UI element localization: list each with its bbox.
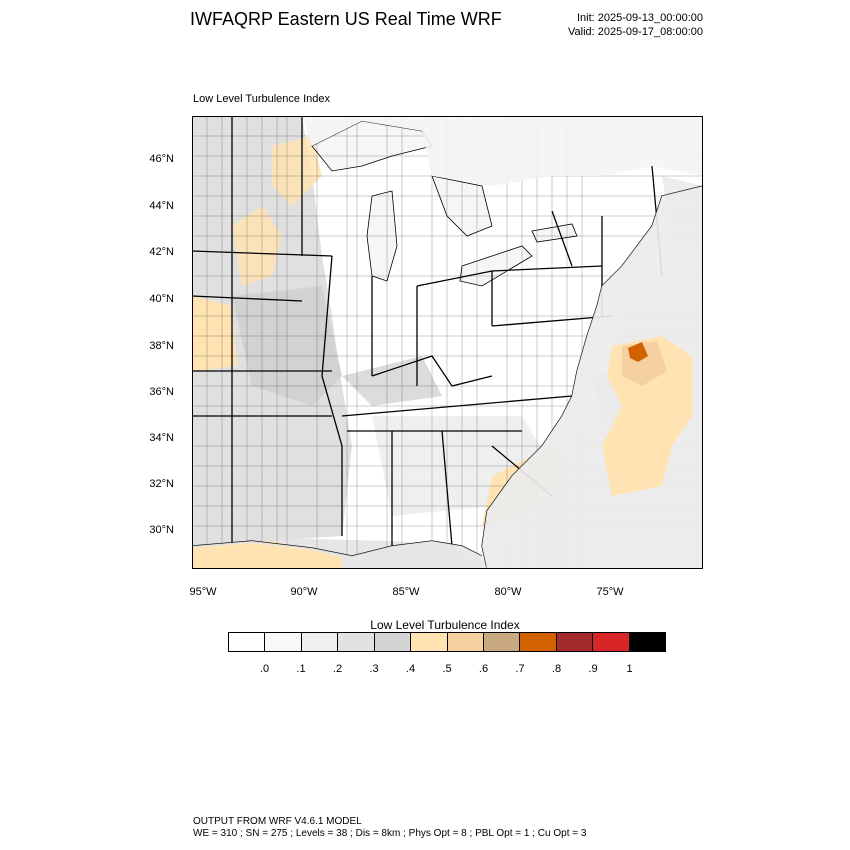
colorbar-title: Low Level Turbulence Index: [370, 618, 520, 632]
colorbar-swatch: [593, 633, 630, 651]
figure-title: IWFAQRP Eastern US Real Time WRF: [190, 9, 502, 29]
colorbar-swatch: [629, 633, 666, 651]
colorbar-label: .2: [332, 663, 343, 675]
lat-label-42: 42°N: [149, 246, 174, 258]
ocean-orange-top: [628, 342, 648, 362]
colorbar-swatch: [338, 633, 375, 651]
colorbar-swatch: [556, 633, 594, 651]
colorbar-label: .3: [369, 663, 379, 675]
colorbar-label: .8: [551, 663, 562, 675]
colorbar-label: .6: [478, 663, 489, 675]
plot-title: Low Level Turbulence Index: [193, 93, 330, 105]
wisconsin-peach: [272, 136, 322, 206]
lat-label-32: 32°N: [149, 478, 174, 490]
lon-label-75: 75°W: [596, 586, 624, 598]
colorbar-swatch: [447, 633, 484, 651]
colorbar-swatch: [229, 633, 266, 651]
map-frame: [192, 116, 703, 569]
colorbar: [228, 632, 666, 652]
canada-mask: [302, 116, 703, 186]
colorbar-label: .4: [405, 663, 416, 675]
footer-model: OUTPUT FROM WRF V4.6.1 MODEL: [193, 816, 362, 827]
init-time: Init: 2025-09-13_00:00:00: [577, 12, 703, 24]
map-svg: [192, 116, 703, 569]
colorbar-label: .9: [588, 663, 598, 675]
lat-label-44: 44°N: [149, 200, 174, 212]
lat-label-46: 46°N: [149, 153, 174, 165]
plains-peach-north: [232, 206, 282, 286]
colorbar-label: .0: [259, 663, 270, 675]
gulf-peach-top: [192, 543, 342, 569]
colorbar-swatch: [483, 633, 521, 651]
lat-label-34: 34°N: [149, 432, 174, 444]
lat-label-36: 36°N: [149, 386, 174, 398]
colorbar-swatch: [301, 633, 339, 651]
lat-label-38: 38°N: [149, 340, 174, 352]
colorbar-swatch: [265, 633, 302, 651]
colorbar-label: 1: [626, 663, 633, 675]
lon-label-95: 95°W: [189, 586, 217, 598]
colorbar-swatch: [520, 633, 557, 651]
colorbar-swatch: [411, 633, 448, 651]
lon-label-85: 85°W: [392, 586, 420, 598]
valid-time: Valid: 2025-09-17_08:00:00: [568, 26, 703, 38]
footer-config: WE = 310 ; SN = 275 ; Levels = 38 ; Dis …: [193, 828, 587, 839]
turbulence-map: [192, 116, 703, 569]
plains-peach-south: [192, 296, 237, 371]
lat-label-30: 30°N: [149, 524, 174, 536]
colorbar-swatch: [374, 633, 412, 651]
colorbar-label: .1: [296, 663, 306, 675]
colorbar-label: .7: [515, 663, 525, 675]
lon-label-80: 80°W: [494, 586, 522, 598]
lat-label-40: 40°N: [149, 293, 174, 305]
lon-label-90: 90°W: [290, 586, 318, 598]
colorbar-label: .5: [442, 663, 452, 675]
